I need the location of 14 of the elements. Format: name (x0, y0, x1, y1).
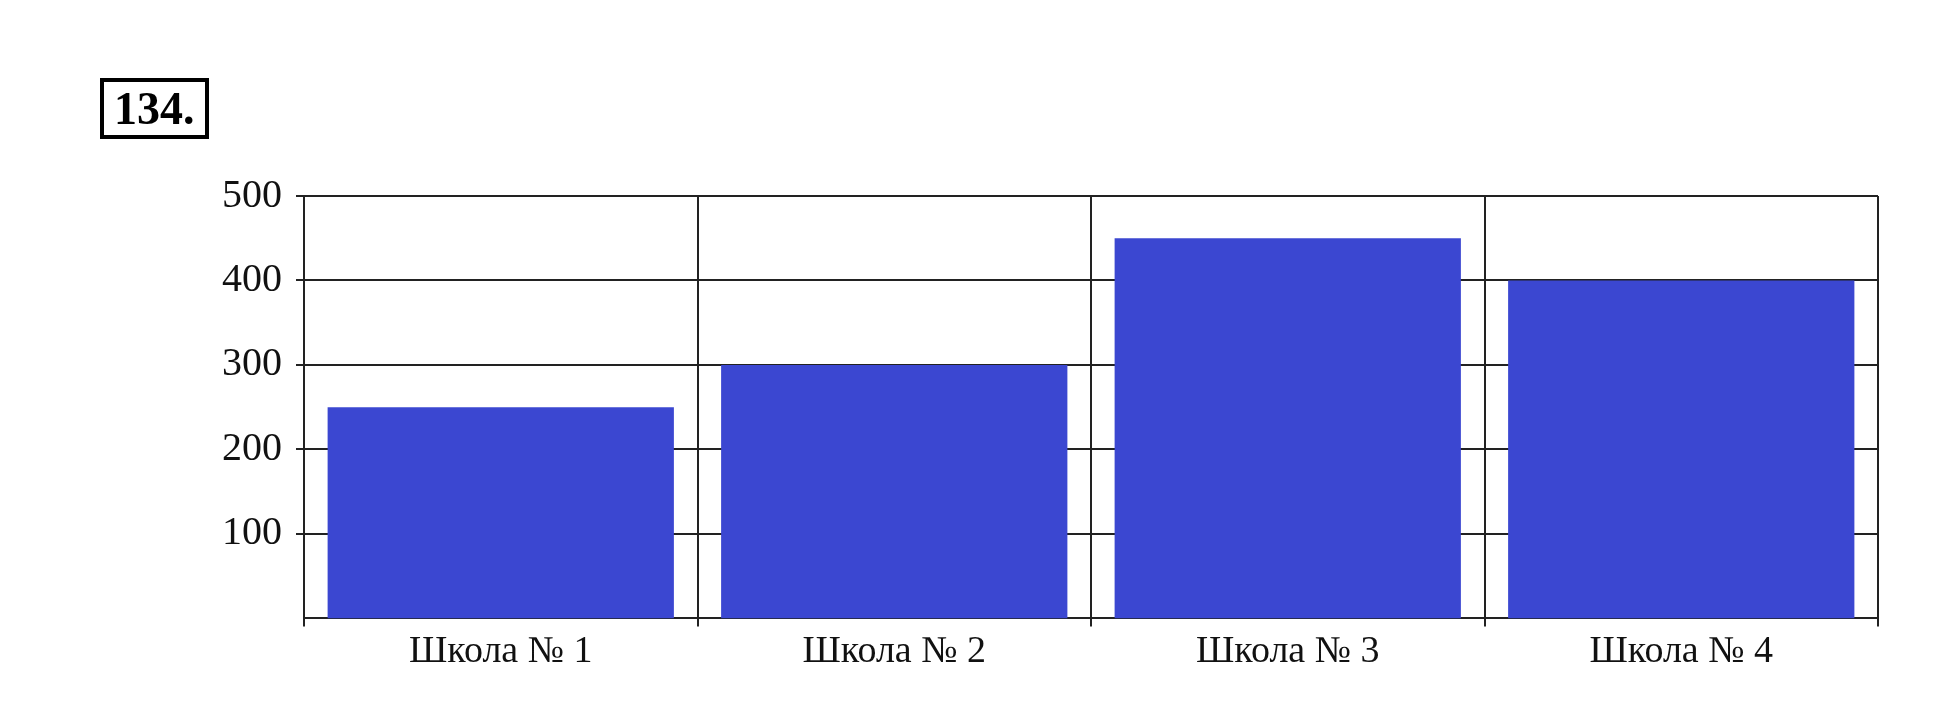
y-tick-label: 300 (222, 339, 282, 385)
chart-title: 134. (100, 78, 209, 139)
y-tick-label: 500 (222, 170, 282, 216)
x-tick-label: Школа № 3 (1196, 628, 1380, 671)
bar (1114, 238, 1461, 619)
y-tick-label: 100 (222, 508, 282, 554)
x-tick-label: Школа № 2 (802, 628, 986, 671)
x-tick-label: Школа № 1 (409, 628, 593, 671)
x-tick-label: Школа № 4 (1589, 628, 1773, 671)
y-tick-label: 200 (222, 423, 282, 469)
bar (327, 407, 674, 619)
bar (1508, 280, 1855, 619)
y-tick-label: 400 (222, 254, 282, 300)
bar (721, 364, 1068, 619)
